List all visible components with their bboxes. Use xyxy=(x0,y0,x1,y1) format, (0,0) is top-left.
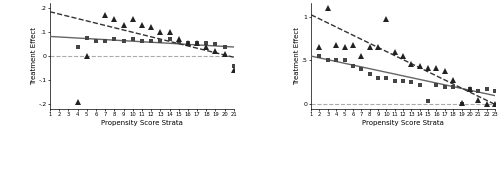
Y-axis label: Treatment Effect: Treatment Effect xyxy=(31,27,37,85)
X-axis label: Propensity Score Strata: Propensity Score Strata xyxy=(101,120,183,126)
X-axis label: Propensity Score Strata: Propensity Score Strata xyxy=(362,120,444,126)
Y-axis label: Treatment Effect: Treatment Effect xyxy=(294,27,300,85)
